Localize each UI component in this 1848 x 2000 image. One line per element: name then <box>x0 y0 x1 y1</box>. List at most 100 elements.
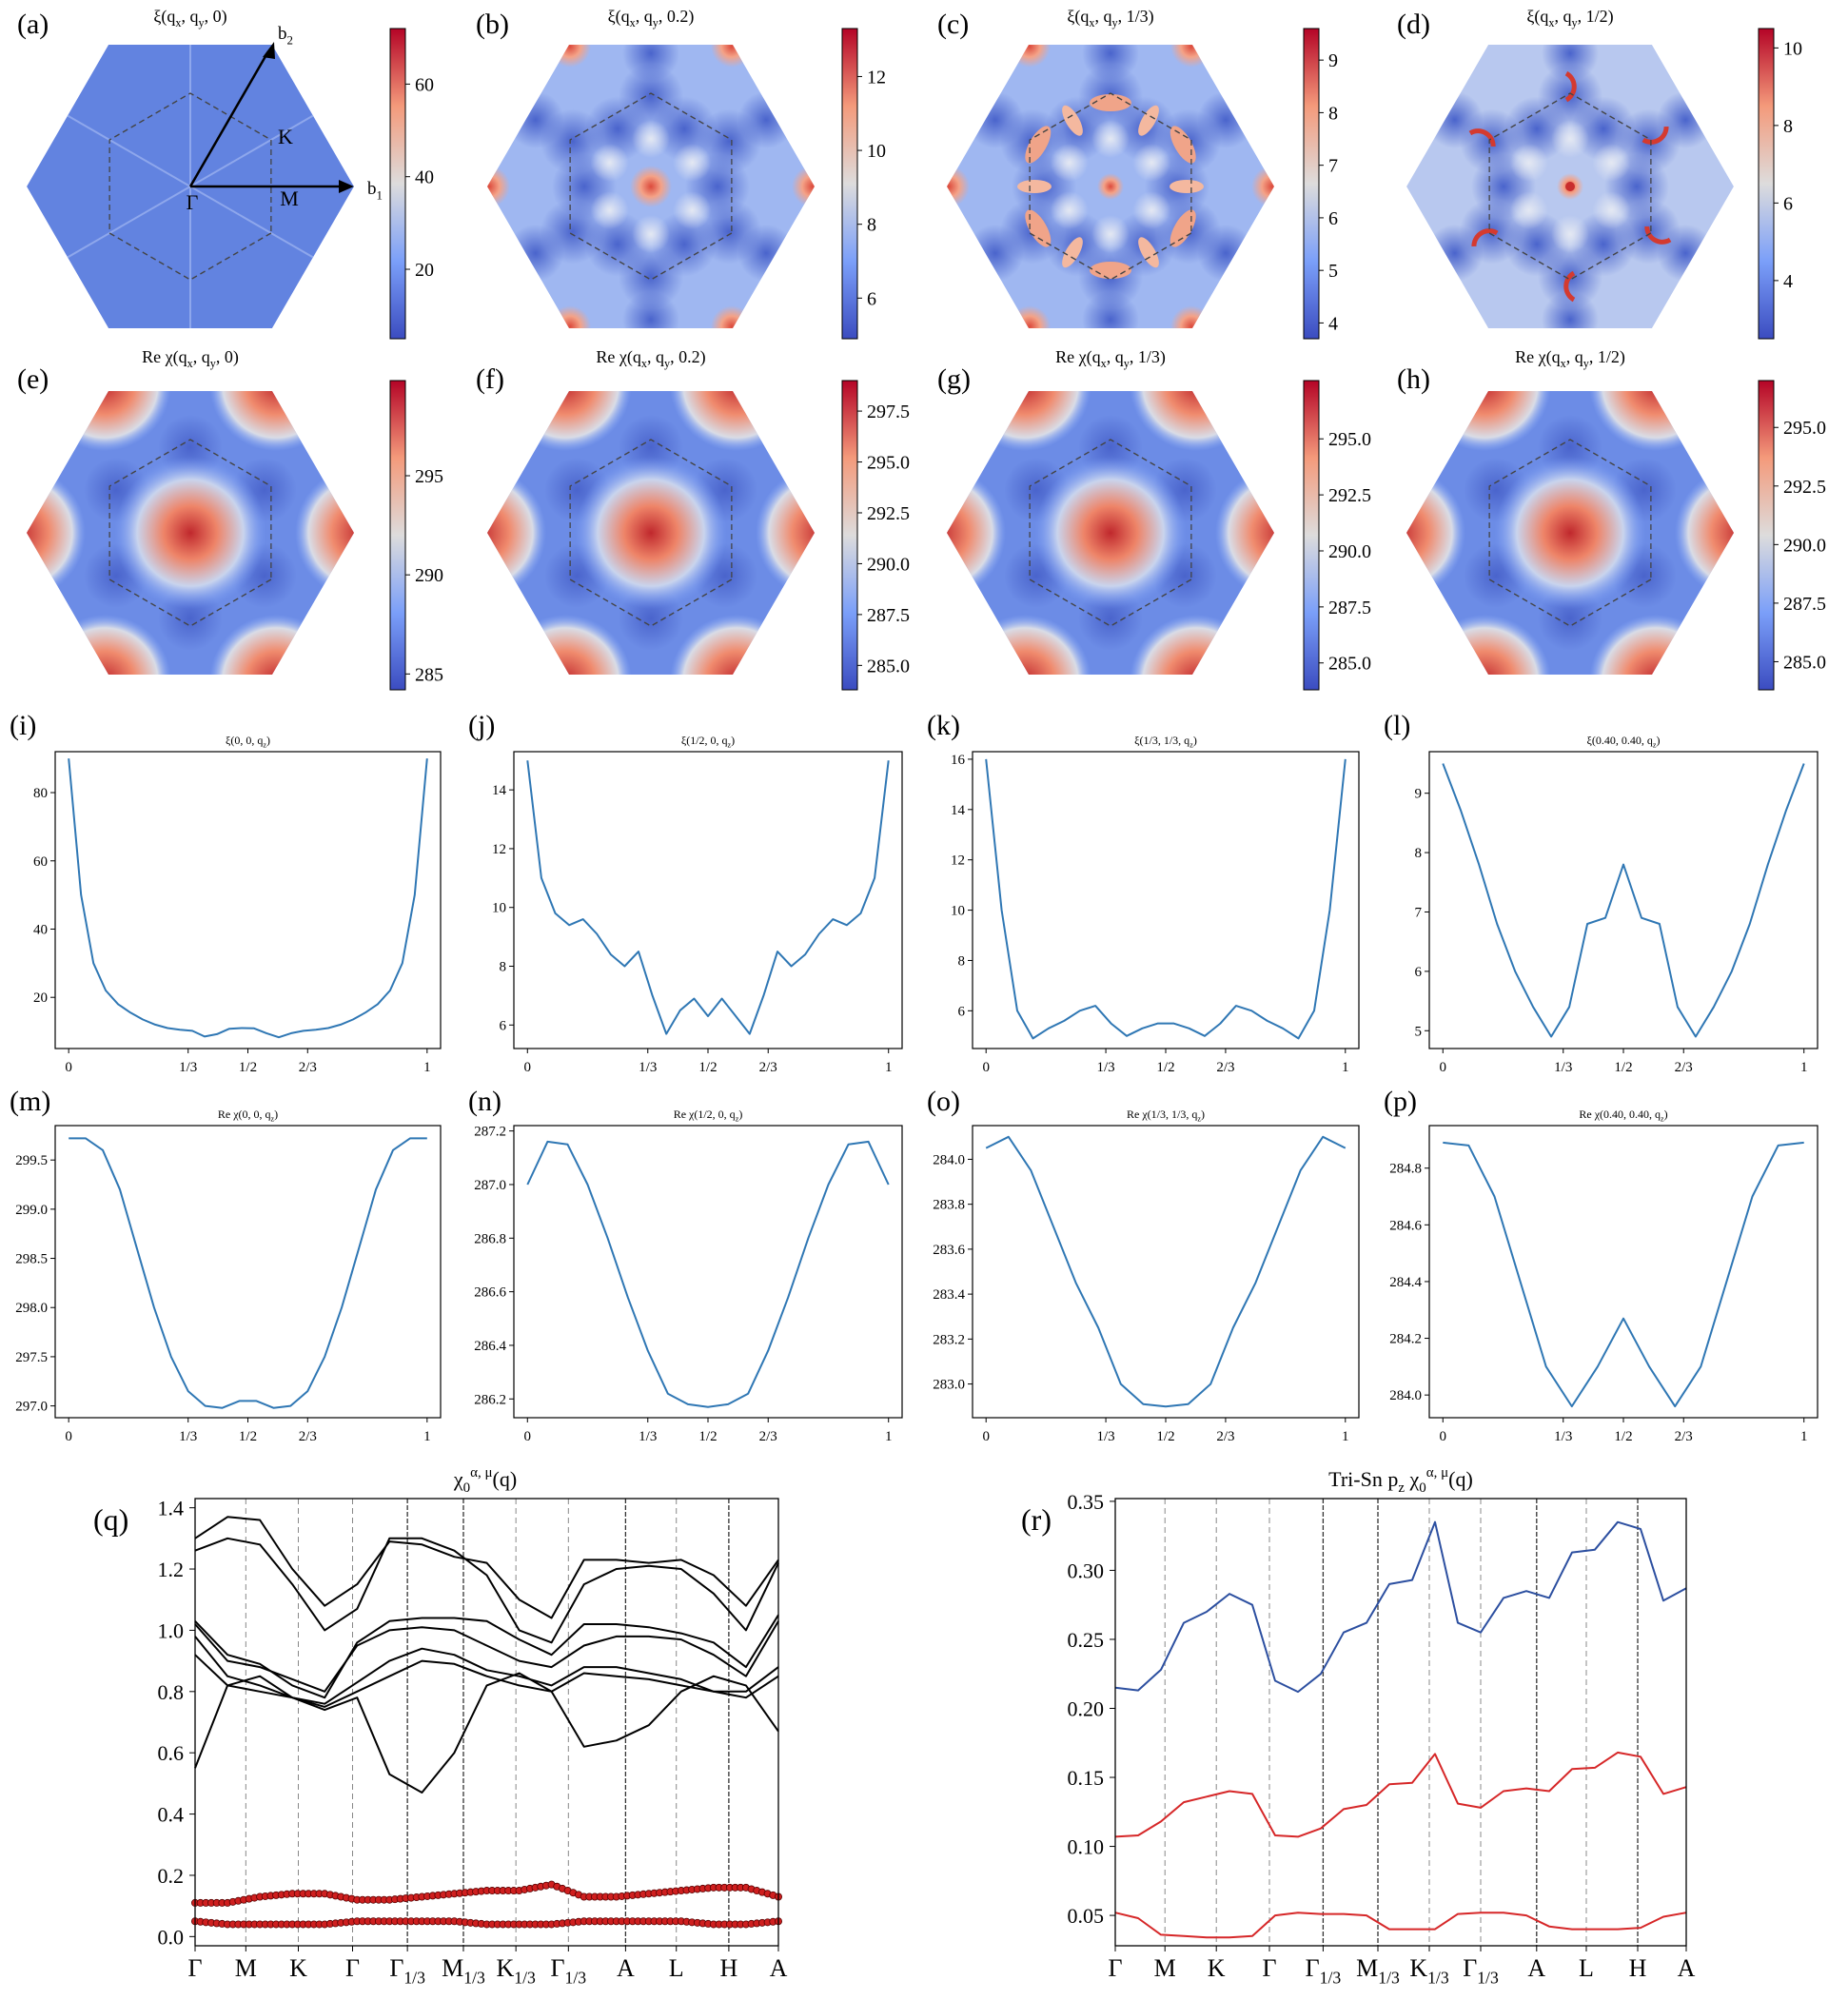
path-label: Γ <box>1108 1954 1122 1982</box>
x-tick-label: 1/3 <box>179 1429 197 1444</box>
subscript-text: x <box>1548 16 1554 29</box>
mid-region <box>1132 144 1171 182</box>
title-text: ξ(q <box>1067 7 1089 27</box>
y-tick-label: 8 <box>1415 846 1423 861</box>
title-text: M <box>442 1954 463 1982</box>
title-text: z <box>1398 1480 1405 1496</box>
title-text: Γ <box>551 1954 565 1982</box>
plot-frame <box>1114 1498 1687 1947</box>
mid-region <box>590 144 629 182</box>
colorbar-tick-label: 285.0 <box>1328 654 1371 675</box>
colorbar-tick-label: 8 <box>1328 103 1338 124</box>
corner-peak <box>711 45 753 68</box>
series-line <box>194 1620 779 1693</box>
ridge-peak <box>1062 237 1083 268</box>
x-tick-label: 1/2 <box>239 1060 257 1075</box>
mid-region <box>1050 191 1089 229</box>
y-tick-label: 284.2 <box>1389 1332 1422 1347</box>
low-region <box>506 225 564 282</box>
title-text: ξ(1/2, 0, q <box>681 734 728 747</box>
title-text: , 1/2) <box>1578 7 1614 27</box>
y-tick-label: 299.5 <box>15 1153 48 1168</box>
subscript-text: z <box>263 740 266 749</box>
title-text: , 1/2) <box>1589 347 1625 367</box>
brillouin-zone-outline <box>569 439 733 627</box>
title-text: Re χ(q <box>142 347 187 367</box>
colorbar-tick-label: 8 <box>867 215 876 236</box>
panel-title: Re χ(1/3, 1/3, qz) <box>1127 1108 1205 1123</box>
corner-maximum <box>947 466 1006 599</box>
corner-maximum <box>1130 391 1263 452</box>
b2-arrow <box>188 50 270 187</box>
low-region <box>1197 91 1255 148</box>
y-tick-label: 80 <box>33 786 48 801</box>
title-text: α, μ <box>1426 1465 1448 1480</box>
heatmap-field <box>487 391 815 675</box>
x-tick-label: 1/2 <box>239 1429 257 1444</box>
title-text: ) <box>274 1108 278 1121</box>
title-text: Re χ(0.40, 0.40, q <box>1579 1108 1661 1121</box>
x-tick-label: 2/3 <box>1216 1429 1234 1444</box>
x-tick-label: 2/3 <box>299 1060 317 1075</box>
ridge-peak <box>1170 126 1196 164</box>
y-tick-label: 10 <box>492 901 506 916</box>
title-text: ) <box>266 734 270 747</box>
subscript-text: 1/3 <box>565 1968 587 1987</box>
colorbar-tick-label: 295.0 <box>1328 429 1371 450</box>
line-plot-panel: (p) Re χ(0.40, 0.40, qz) 0 1/3 1/2 2/3 1 284.0 2… <box>1384 1086 1819 1444</box>
panel-title: ξ(qx, qy, 1/2) <box>1526 7 1613 29</box>
plot-frame <box>513 751 903 1049</box>
path-label: K1/3 <box>1409 1954 1449 1987</box>
colorbar-tick-label: 6 <box>1328 208 1338 229</box>
y-tick-label: 284.0 <box>1389 1388 1422 1403</box>
ridge-peak <box>1025 209 1052 247</box>
colorbar-tick-label: 10 <box>867 141 886 162</box>
y-tick-label: 5 <box>1415 1024 1423 1039</box>
line-plot-panel: (i) ξ(0, 0, qz) 0 1/3 1/2 2/3 1 20 40 60 80 <box>10 710 442 1075</box>
low-region <box>966 91 1024 148</box>
brillouin-zone-outline <box>1488 439 1652 627</box>
line-plot-panel: (m) Re χ(0, 0, qz) 0 1/3 1/2 2/3 1 297.0 297.5 29… <box>10 1086 442 1444</box>
data-line <box>526 1140 890 1408</box>
corner-peak <box>487 166 510 207</box>
low-region <box>737 91 796 148</box>
panel-letter: (d) <box>1397 9 1430 40</box>
subscript-text: 1/3 <box>463 1968 485 1987</box>
x-tick-label: 1 <box>423 1429 431 1444</box>
y-tick-label: 20 <box>33 990 48 1006</box>
heatmap-field <box>27 45 354 328</box>
panel-letter: (h) <box>1397 363 1430 395</box>
x-tick-label: 1 <box>1342 1060 1349 1075</box>
x-tick-label: 1/3 <box>1554 1429 1572 1444</box>
path-label: Γ1/3 <box>551 1954 587 1987</box>
colorbar-tick-label: 290 <box>415 565 443 586</box>
subscript-text: x <box>1101 357 1107 370</box>
panel-letter: (p) <box>1384 1086 1417 1117</box>
x-tick-label: 0 <box>65 1429 72 1444</box>
title-text: Re χ(q <box>1515 347 1560 367</box>
center-maximum <box>1494 457 1646 609</box>
title-text: , q <box>1107 347 1124 366</box>
colorbar-tick-label: 292.5 <box>1783 477 1826 498</box>
low-region <box>1425 225 1484 282</box>
x-tick-label: 1/2 <box>1156 1060 1174 1075</box>
title-text: , 1/3) <box>1130 347 1166 367</box>
corner-maximum <box>670 391 803 452</box>
panel-letter: (g) <box>937 363 971 395</box>
colorbar-tick-label: 295.0 <box>1783 418 1826 439</box>
crescent-peak <box>1642 126 1669 145</box>
path-label: M <box>235 1954 257 1982</box>
plot-frame <box>54 1125 442 1419</box>
series-line <box>194 1654 779 1708</box>
low-region <box>1657 91 1715 148</box>
title-text: (q) <box>493 1467 518 1491</box>
title-text: b <box>278 24 287 44</box>
low-region <box>1082 291 1139 328</box>
y-tick-label: 10 <box>951 904 965 919</box>
panel-title: ξ(0, 0, qz) <box>226 734 270 749</box>
panel-title: ξ(qx, qy, 0.2) <box>608 7 695 29</box>
panel-letter: (q) <box>93 1502 128 1537</box>
data-line <box>69 1137 427 1409</box>
panel-title: Re χ(0, 0, qz) <box>218 1108 278 1123</box>
